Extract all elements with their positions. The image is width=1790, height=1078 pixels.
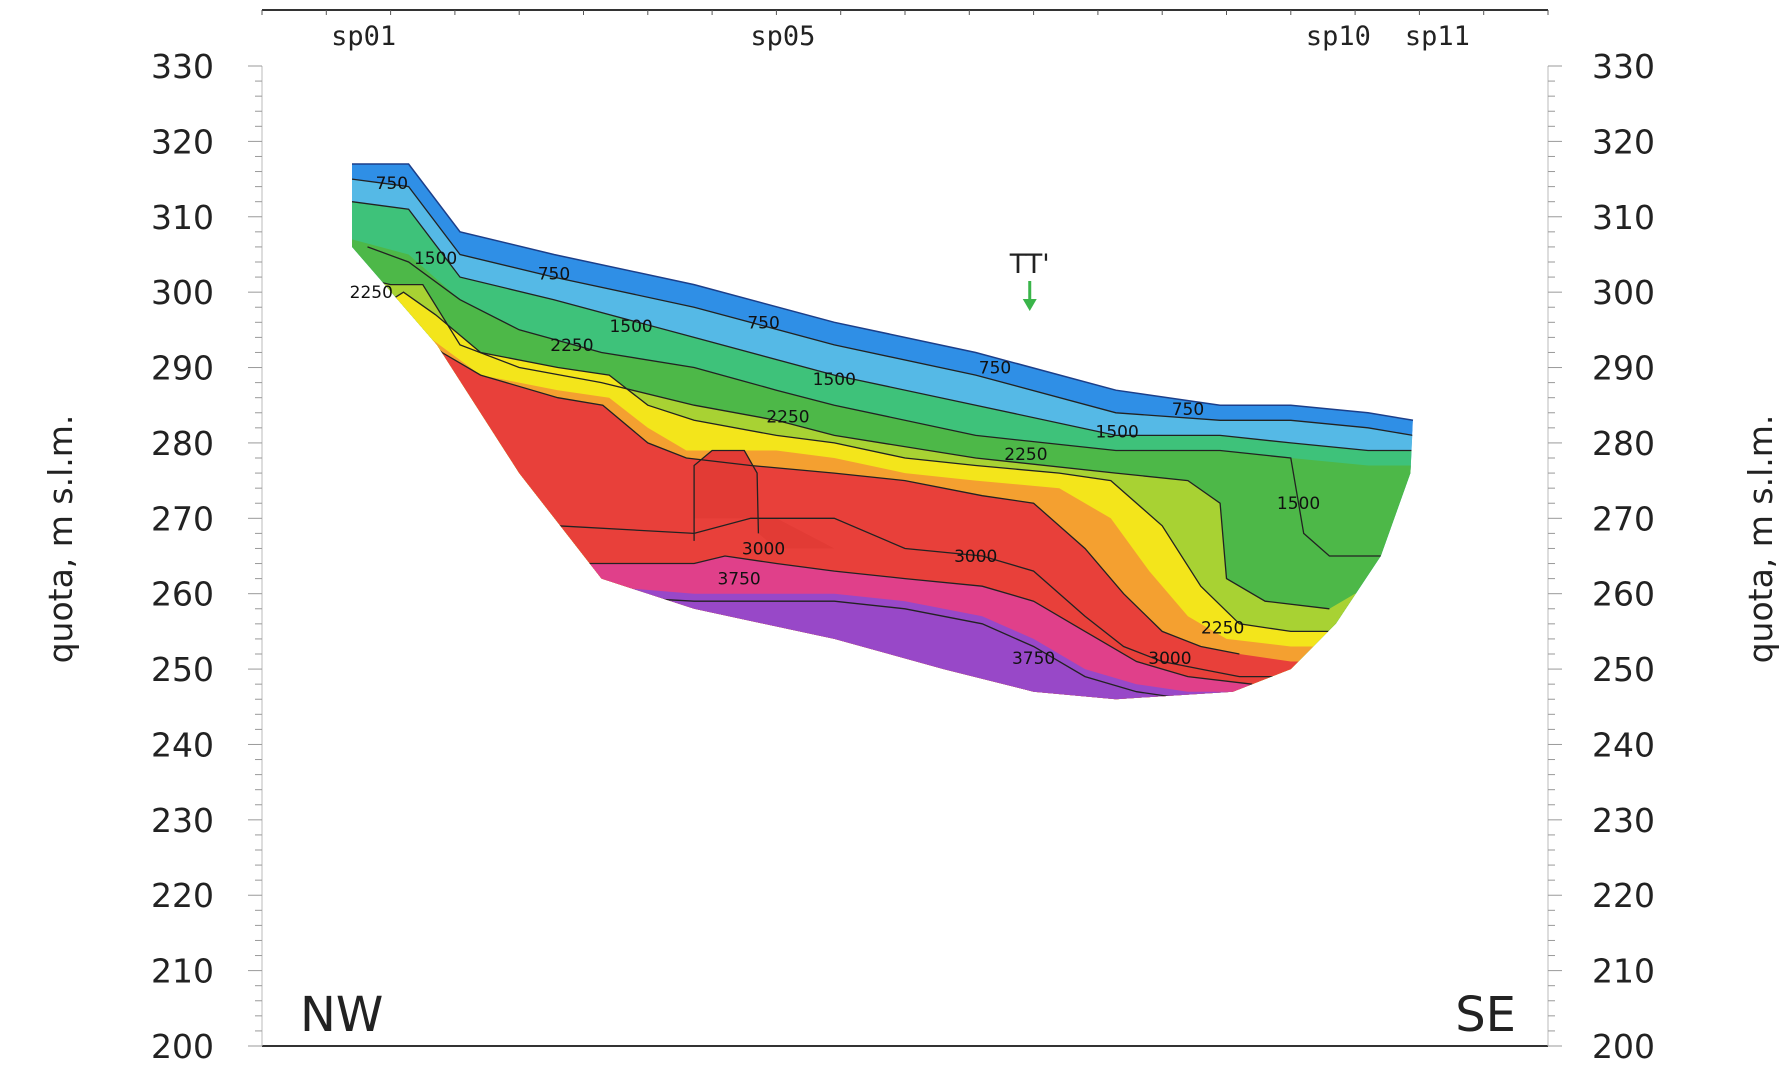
contour-label: 2250 [550,336,593,356]
y-tick-label-left: 270 [151,499,214,538]
y-tick-label-right: 210 [1592,952,1655,991]
y-tick-label-right: 330 [1592,47,1655,86]
contour-line [693,449,760,541]
y-tick-label-right: 230 [1592,801,1655,840]
y-tick-label-left: 280 [151,424,214,463]
y-axis-label-left: quota, m s.l.m. [41,415,80,664]
shot-point-label: sp01 [331,21,396,52]
y-tick-label-left: 250 [151,650,214,689]
y-tick-label-right: 270 [1592,499,1655,538]
contour-label: 1500 [609,317,652,337]
contour-label: 2250 [1201,619,1244,639]
contour-label: 3750 [1012,649,1055,669]
y-tick-label-right: 300 [1592,273,1655,312]
y-tick-label-left: 290 [151,349,214,388]
y-tick-label-right: 220 [1592,876,1655,915]
contour-line-1500 [367,246,1381,557]
contour-line [557,555,1253,685]
contour-line [358,276,1330,610]
contour-label: 2250 [1004,445,1047,465]
contour-line [352,201,1413,452]
contour-label: 1500 [1277,494,1320,514]
plot-area: 330 330 320 320 310 310 300 300 290 290 280 280 270 2… [151,9,1655,1066]
section-fill-group [352,164,1413,700]
contour-line [390,329,1240,655]
y-tick-label-right: 310 [1592,198,1655,237]
contour-label: 750 [979,359,1011,379]
marker-arrow-icon [1022,299,1037,311]
contour-label: 3000 [954,547,997,567]
y-tick-label-right: 260 [1592,575,1655,614]
contour-label: 1500 [414,249,457,269]
contour-label: 3000 [742,539,785,559]
y-tick-label-left: 300 [151,273,214,312]
contour-label: 1500 [813,370,856,390]
contour-line-3000 [557,517,1291,678]
direction-label-right: SE [1455,987,1516,1043]
shot-point-label: sp10 [1306,21,1371,52]
y-tick-label-left: 330 [151,47,214,86]
y-tick-label-left: 310 [151,198,214,237]
shot-point-label: sp11 [1405,21,1470,52]
y-tick-label-left: 260 [151,575,214,614]
y-tick-label-right: 320 [1592,122,1655,161]
contour-label: 3000 [1148,649,1191,669]
y-tick-label-right: 240 [1592,725,1655,764]
marker-label: TT' [1009,249,1050,280]
section-top-edge [352,163,1414,422]
y-tick-label-right: 280 [1592,424,1655,463]
contour-label: 750 [1172,400,1204,420]
y-axis-label-right: quota, m s.l.m. [1741,415,1780,664]
contour-label: 3750 [717,570,760,590]
y-tick-label-left: 210 [151,952,214,991]
direction-label-left: NW [300,987,383,1043]
y-tick-label-left: 240 [151,725,214,764]
y-tick-label-right: 200 [1592,1027,1655,1066]
contour-label: 750 [747,313,779,333]
y-tick-label-left: 320 [151,122,214,161]
contour-label: 2250 [350,283,393,303]
y-tick-label-left: 200 [151,1027,214,1066]
contour-label: 750 [538,264,570,284]
y-tick-label-left: 220 [151,876,214,915]
contour-line-2250 [367,291,1343,633]
contour-line-750 [352,178,1413,437]
shot-point-label: sp05 [750,21,815,52]
contour-label: 750 [376,174,408,194]
contour-label: 1500 [1096,423,1139,443]
y-tick-label-right: 290 [1592,349,1655,388]
contour-line-3750 [557,593,1240,700]
velocity-pocket [694,450,835,549]
contour-lines-group [352,178,1413,700]
y-tick-label-left: 230 [151,801,214,840]
contour-label: 2250 [766,408,809,428]
y-tick-label-right: 250 [1592,650,1655,689]
